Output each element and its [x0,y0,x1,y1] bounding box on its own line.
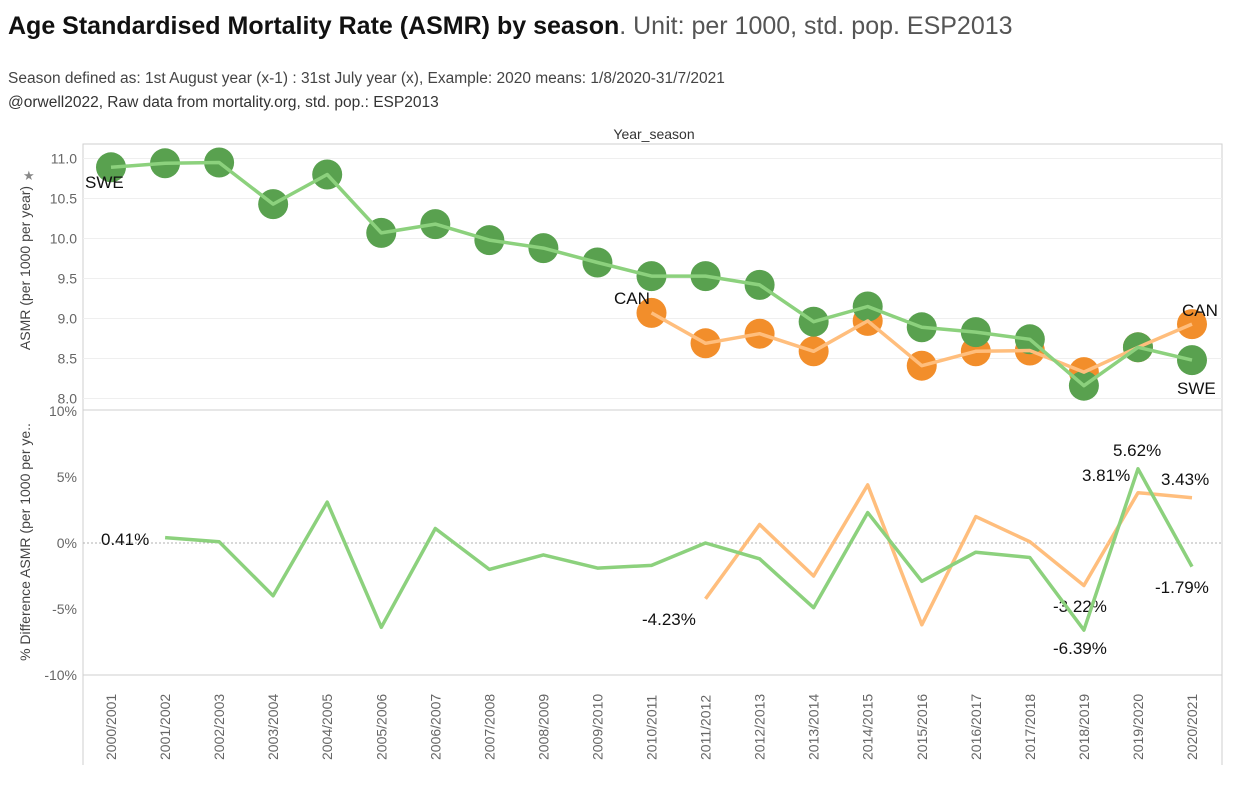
bottom-y-axis-title: % Difference ASMR (per 1000 per ye.. [17,423,33,661]
x-tick-label: 2009/2010 [589,694,605,760]
top-y-tick-label: 8.5 [58,351,78,367]
top-y-tick-label: 9.5 [58,271,78,287]
pct-annotation: 3.81% [1082,466,1130,485]
x-tick-label: 2007/2008 [481,694,497,760]
pct-annotation: 3.43% [1161,470,1209,489]
top-y-tick-label: 10.0 [50,231,77,247]
top-y-tick-label: 11.0 [51,151,77,167]
can-start-label: CAN [614,289,650,308]
x-tick-label: 2012/2013 [752,694,768,760]
bottom-y-tick-label: 0% [57,535,77,551]
x-tick-label: 2020/2021 [1184,694,1200,760]
x-tick-label: 2013/2014 [806,694,822,760]
top-lines-layer [110,160,1193,388]
can-pct-diff-line [704,483,1193,627]
swe-pct-diff-line [164,467,1194,632]
x-tick-label: 2000/2001 [103,694,119,760]
x-tick-label: 2014/2015 [860,694,876,760]
x-tick-label: 2004/2005 [319,694,335,760]
pin-icon[interactable]: ★ [23,168,35,183]
top-y-tick-label: 9.0 [58,311,78,327]
bottom-y-tick-label: -5% [52,601,77,617]
bottom-lines-layer [164,467,1194,632]
pct-annotation: 0.41% [101,530,149,549]
x-tick-label: 2015/2016 [914,694,930,760]
x-tick-label: 2019/2020 [1130,694,1146,760]
bottom-y-tick-label: -10% [44,667,77,683]
pct-annotation: -6.39% [1053,639,1107,658]
swe-end-label: SWE [1177,379,1216,398]
x-tick-label: 2005/2006 [373,694,389,760]
can-end-label: CAN [1182,301,1218,320]
x-tick-label: 2008/2009 [535,694,551,760]
x-tick-label: 2010/2011 [644,695,660,760]
subtitle-source: @orwell2022, Raw data from mortality.org… [8,94,439,111]
title-main: Age Standardised Mortality Rate (ASMR) b… [8,12,620,40]
swe-asmr-line [110,160,1193,388]
x-tick-label: 2006/2007 [427,694,443,760]
x-tick-label: 2017/2018 [1022,694,1038,760]
top-y-tick-label: 10.5 [50,191,77,207]
pct-annotation: -1.79% [1155,578,1209,597]
x-tick-label: 2018/2019 [1076,694,1092,760]
pct-annotation: 5.62% [1113,441,1161,460]
x-tick-label: 2002/2003 [211,694,227,760]
pct-annotation: -4.23% [642,610,696,629]
x-tick-label: 2001/2002 [157,694,173,760]
chart-title: Age Standardised Mortality Rate (ASMR) b… [8,12,1013,41]
bottom-y-tick-label: 10% [49,403,77,419]
x-tick-label: 2011/2012 [698,695,714,760]
bottom-y-tick-label: 5% [57,469,77,485]
x-tick-label: 2016/2017 [968,694,984,760]
subtitle-season-definition: Season defined as: 1st August year (x-1)… [8,70,725,87]
swe-start-label: SWE [85,173,124,192]
top-y-tick-label: 8.0 [58,391,78,407]
x-axis-title: Year_season [613,126,694,142]
top-y-axis-title: ASMR (per 1000 per year) [17,186,33,350]
title-unit: . Unit: per 1000, std. pop. ESP2013 [619,12,1013,40]
can-asmr-line [650,311,1193,374]
x-tick-label: 2003/2004 [265,694,281,760]
